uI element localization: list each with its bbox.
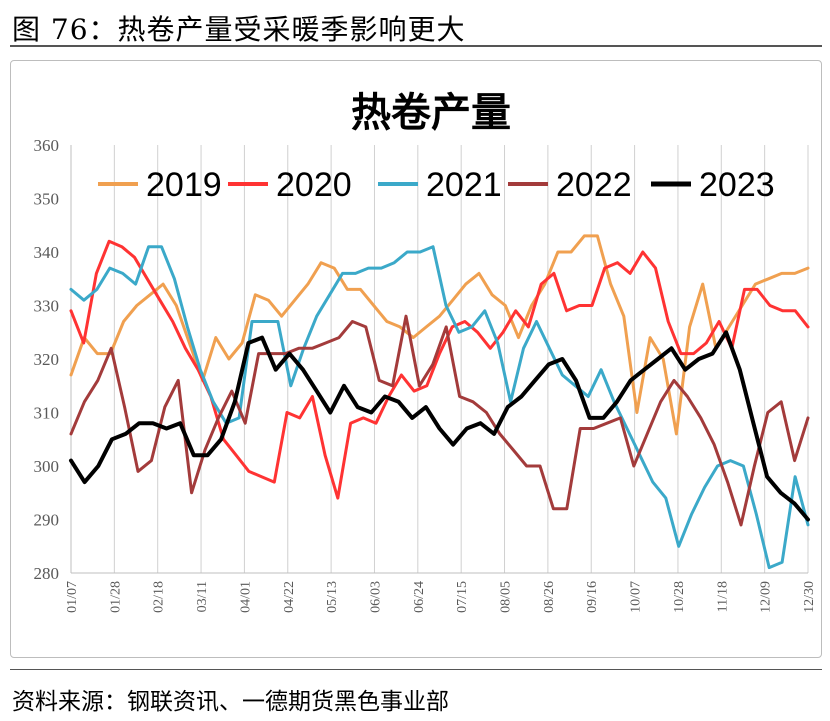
series-line-2020 [69, 239, 810, 500]
legend-label-2022: 2022 [556, 166, 632, 204]
x-tick-label: 06/03 [368, 581, 383, 613]
legend: 2019 2020 2021 2022 2023 [98, 166, 775, 204]
legend-label-2021: 2021 [426, 166, 502, 204]
y-tick-label: 280 [34, 564, 60, 583]
x-tick-label: 03/11 [195, 581, 210, 612]
x-tick-label: 10/28 [672, 581, 687, 613]
y-tick-label: 320 [34, 350, 60, 369]
x-tick-label: 09/16 [585, 581, 600, 613]
source-note: 资料来源：钢联资讯、一德期货黑色事业部 [12, 689, 449, 715]
series-line-2022 [69, 314, 810, 527]
x-tick-label: 11/18 [715, 581, 730, 612]
axes: 280 290 300 310 320 330 340 350 360 01/07 01/28 02/… [34, 136, 818, 613]
series-line-2019 [69, 234, 810, 436]
chart-frame: 热卷产量 280 290 300 310 320 330 340 350 360 01/07 01/… [10, 60, 822, 658]
figure-caption: 图 76：热卷产量受采暖季影响更大 [12, 13, 466, 46]
legend-label-2020: 2020 [276, 166, 352, 204]
x-tick-label: 06/24 [412, 581, 427, 613]
x-tick-label: 12/30 [802, 581, 817, 613]
grid-lines [70, 145, 809, 573]
chart-title: 热卷产量 [351, 90, 511, 136]
x-tick-label: 10/07 [629, 581, 644, 613]
y-tick-label: 360 [34, 136, 60, 155]
x-tick-label: 08/26 [542, 581, 557, 613]
x-tick-label: 02/18 [152, 581, 167, 613]
y-tick-label: 340 [34, 243, 60, 262]
x-tick-label: 01/28 [108, 581, 123, 613]
legend-label-2023: 2023 [699, 166, 775, 204]
y-tick-label: 310 [34, 404, 60, 423]
top-divider [10, 45, 822, 47]
x-tick-label: 05/13 [325, 581, 340, 613]
line-chart: 热卷产量 280 290 300 310 320 330 340 350 360 01/07 01/… [34, 90, 818, 613]
series-lines [69, 234, 810, 570]
x-tick-label: 08/05 [499, 581, 514, 613]
y-tick-label: 350 [34, 190, 60, 209]
x-tick-label: 04/22 [282, 581, 297, 613]
x-tick-label: 01/07 [65, 581, 80, 613]
series-line-2021 [69, 245, 810, 570]
y-tick-label: 330 [34, 297, 60, 316]
bottom-divider [10, 669, 822, 670]
x-tick-label: 07/15 [455, 581, 470, 613]
x-tick-label: 04/01 [238, 581, 253, 613]
y-tick-label: 300 [34, 457, 60, 476]
series-line-2023 [69, 330, 810, 522]
x-tick-label: 12/09 [759, 581, 774, 613]
legend-label-2019: 2019 [146, 166, 222, 204]
y-tick-label: 290 [34, 511, 60, 530]
